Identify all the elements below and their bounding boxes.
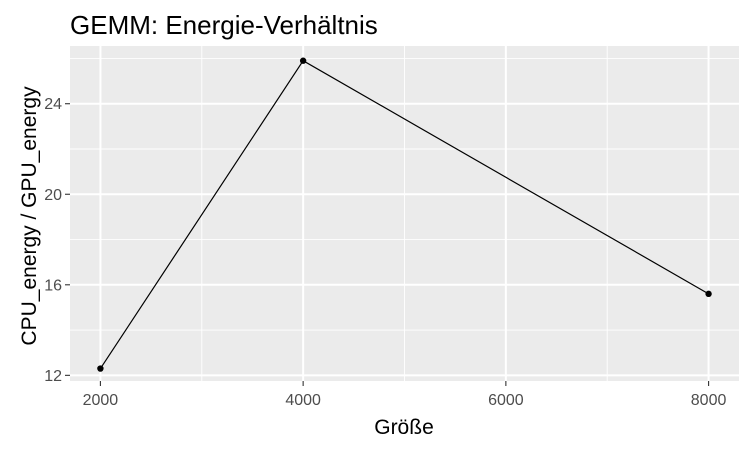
data-point	[299, 57, 307, 64]
x-axis: 2000 4000 6000 8000	[83, 381, 727, 409]
y-tick-label: 16	[44, 277, 62, 294]
x-tick-label: 8000	[691, 392, 727, 409]
series-layer	[97, 57, 712, 372]
data-point	[705, 290, 712, 298]
x-tick-label: 6000	[488, 392, 524, 409]
minor-gridlines	[70, 46, 739, 381]
data-point	[97, 365, 104, 372]
x-axis-title: Größe	[374, 416, 434, 439]
y-axis-title: CPU_energy / GPU_energy	[18, 86, 41, 346]
y-axis: 12 16 20 24	[44, 96, 70, 385]
chart-title: GEMM: Energie-Verhältnis	[70, 10, 378, 40]
y-tick-label: 12	[44, 368, 62, 385]
major-gridlines	[70, 46, 739, 381]
y-tick-label: 24	[44, 96, 62, 113]
y-tick-label: 20	[44, 187, 62, 204]
x-tick-label: 2000	[83, 392, 119, 409]
x-tick-label: 4000	[285, 392, 321, 409]
